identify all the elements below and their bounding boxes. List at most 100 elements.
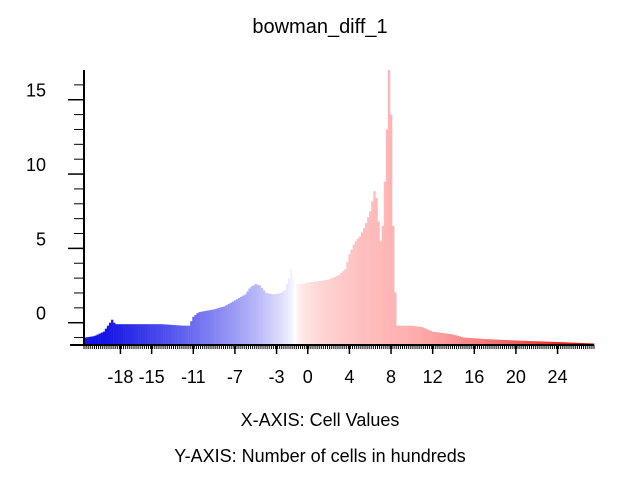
x-tick-label-4: -3 xyxy=(269,367,285,387)
histogram-bar-217 xyxy=(535,341,539,345)
histogram-bar-203 xyxy=(506,340,509,345)
histogram-bar-236 xyxy=(575,342,578,345)
histogram-bar-186 xyxy=(471,338,474,345)
histogram-bar-8 xyxy=(100,332,103,345)
histogram-bar-124 xyxy=(342,271,345,345)
histogram-bar-224 xyxy=(550,341,553,345)
histogram-bar-110 xyxy=(312,281,316,345)
histogram-bar-148 xyxy=(392,226,395,345)
x-axis-label: X-AXIS: Cell Values xyxy=(241,410,400,430)
histogram-bar-180 xyxy=(458,336,462,345)
histogram-bar-112 xyxy=(317,281,320,345)
histogram-bar-13 xyxy=(111,319,114,345)
histogram-bar-108 xyxy=(308,282,312,345)
histogram-bar-142 xyxy=(379,240,382,345)
histogram-bar-232 xyxy=(566,342,570,345)
histogram-bar-195 xyxy=(489,339,493,345)
histogram-bar-171 xyxy=(439,332,443,345)
histogram-bar-69 xyxy=(227,303,230,345)
histogram-bar-62 xyxy=(213,309,216,345)
x-tick-label-7: 8 xyxy=(386,367,396,387)
histogram-bar-218 xyxy=(537,341,541,345)
histogram-bar-2 xyxy=(88,336,91,345)
histogram-bar-71 xyxy=(231,301,235,345)
histogram-bar-145 xyxy=(385,129,389,345)
histogram-bar-22 xyxy=(129,324,133,345)
histogram-bar-42 xyxy=(171,324,174,345)
histogram-bar-136 xyxy=(367,217,370,345)
histogram-bar-100 xyxy=(292,278,295,345)
histogram-bar-11 xyxy=(106,325,110,345)
histogram-bar-147 xyxy=(390,114,393,345)
histogram-bar-65 xyxy=(219,307,222,345)
histogram-bar-210 xyxy=(521,340,524,345)
histogram-bar-134 xyxy=(362,228,366,345)
histogram-bar-206 xyxy=(512,340,516,345)
histogram-bar-25 xyxy=(136,324,139,345)
histogram-bar-75 xyxy=(240,296,243,345)
histogram-bar-155 xyxy=(406,325,409,345)
histogram-bar-162 xyxy=(421,327,424,345)
histogram-bar-197 xyxy=(494,339,497,345)
histogram-bar-78 xyxy=(246,291,249,345)
histogram-bar-188 xyxy=(475,338,478,345)
histogram-bar-35 xyxy=(156,324,160,345)
histogram-bar-94 xyxy=(279,292,282,345)
histogram-bar-60 xyxy=(208,310,212,345)
histogram-bar-30 xyxy=(146,324,149,345)
x-tick-label-6: 4 xyxy=(344,367,354,387)
histogram-bar-63 xyxy=(215,308,218,345)
histogram-bar-43 xyxy=(173,325,176,345)
histogram-bar-0 xyxy=(84,337,87,345)
histogram-bar-18 xyxy=(121,324,124,345)
histogram-bar-19 xyxy=(123,324,126,345)
histogram-bar-20 xyxy=(125,324,128,345)
histogram-bar-3 xyxy=(90,336,93,345)
histogram-bar-29 xyxy=(144,324,147,345)
histogram-bar-152 xyxy=(400,325,403,345)
histogram-bar-95 xyxy=(281,291,285,345)
histogram-bar-174 xyxy=(446,333,449,345)
histogram-bar-135 xyxy=(365,223,368,345)
histogram-bar-73 xyxy=(235,299,239,345)
histogram-bar-91 xyxy=(273,294,276,345)
histogram-bar-99 xyxy=(290,269,293,345)
histogram-bar-143 xyxy=(381,226,384,345)
histogram-bar-115 xyxy=(323,280,326,345)
histogram-bar-201 xyxy=(502,339,505,345)
histogram-bar-106 xyxy=(304,283,307,345)
histogram-bar-211 xyxy=(523,340,526,345)
histogram-bar-34 xyxy=(154,324,158,345)
histogram-bar-38 xyxy=(163,324,166,345)
histogram-bar-52 xyxy=(192,316,195,345)
x-tick-label-10: 20 xyxy=(506,367,526,387)
histogram-bar-66 xyxy=(221,306,224,345)
histogram-bar-208 xyxy=(516,340,520,345)
histogram-bar-149 xyxy=(394,292,397,345)
histogram-bar-81 xyxy=(252,285,255,345)
histogram-bar-141 xyxy=(377,221,380,345)
histogram-bar-144 xyxy=(383,181,387,345)
histogram-bar-139 xyxy=(373,191,376,345)
histogram-bar-113 xyxy=(319,280,322,345)
histogram-bar-76 xyxy=(242,295,245,345)
histogram-bar-24 xyxy=(133,324,137,345)
histogram-bar-190 xyxy=(479,338,482,345)
histogram-bar-80 xyxy=(250,286,253,345)
histogram-bar-101 xyxy=(294,282,297,345)
histogram-bar-105 xyxy=(302,283,305,345)
histogram-bar-231 xyxy=(564,342,568,345)
histogram-bar-15 xyxy=(115,324,118,345)
histogram-bar-17 xyxy=(119,324,122,345)
histogram-bar-104 xyxy=(300,284,303,345)
histogram-bar-1 xyxy=(86,337,89,345)
histogram-bar-202 xyxy=(504,340,507,345)
x-tick-label-8: 12 xyxy=(423,367,443,387)
histogram-bar-209 xyxy=(519,340,522,345)
histogram-bar-125 xyxy=(344,269,347,345)
histogram-bar-87 xyxy=(265,292,268,345)
histogram-bar-89 xyxy=(269,293,272,345)
histogram-bar-150 xyxy=(396,325,399,345)
histogram-bar-154 xyxy=(404,325,407,345)
histogram-bar-127 xyxy=(348,254,351,345)
